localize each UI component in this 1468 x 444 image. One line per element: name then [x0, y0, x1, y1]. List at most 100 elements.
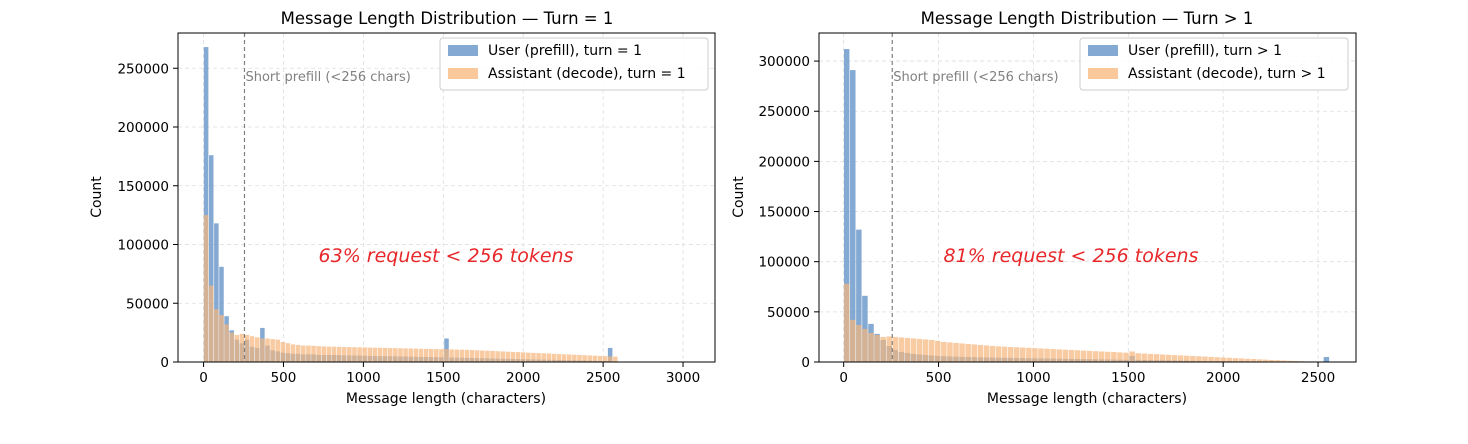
bar-assistant [1171, 355, 1178, 362]
bar-assistant [449, 349, 454, 362]
bar-assistant [1080, 350, 1087, 362]
bar-assistant [423, 348, 429, 362]
bar-user [843, 49, 850, 363]
bar-assistant [1111, 352, 1117, 362]
bar-user [1323, 356, 1330, 362]
y-axis-label: Count [731, 176, 747, 218]
x-tick-label: 2500 [1301, 370, 1335, 386]
bar-assistant [536, 353, 541, 362]
bar-assistant [352, 347, 357, 362]
bar-assistant [1007, 346, 1014, 362]
bars [843, 49, 1336, 363]
bar-assistant [301, 345, 306, 362]
bar-assistant [556, 354, 562, 362]
bar-assistant [592, 355, 598, 362]
bar-user [214, 223, 219, 362]
bar-assistant [886, 336, 892, 362]
legend-label-user: User (prefill), turn = 1 [488, 43, 642, 59]
bar-assistant [1196, 356, 1202, 362]
axes-frame [818, 32, 1357, 363]
bar-assistant [1032, 348, 1038, 362]
bar-assistant [454, 349, 459, 362]
bar-assistant [1020, 347, 1026, 362]
bar-assistant [1129, 351, 1135, 362]
bar-assistant [336, 346, 342, 362]
chart-title: Message Length Distribution — Turn > 1 [921, 9, 1254, 28]
bar-assistant [285, 343, 291, 362]
legend-swatch-user [448, 45, 478, 56]
bar-user [607, 347, 613, 362]
bar-assistant [1226, 357, 1232, 362]
y-tick-label: 200000 [117, 120, 169, 136]
bar-assistant [382, 347, 388, 362]
bar-assistant [500, 351, 506, 362]
bar-assistant [526, 352, 531, 362]
bar-assistant [306, 345, 311, 362]
bar-assistant [1208, 356, 1214, 362]
bar-assistant [214, 309, 219, 362]
bar-assistant [947, 342, 953, 362]
x-tick-label: 500 [926, 370, 952, 386]
legend-swatch-user [1088, 45, 1118, 56]
bar-assistant [1074, 350, 1081, 362]
bar-assistant [377, 347, 383, 362]
bar-assistant [495, 351, 500, 362]
bar-assistant [1001, 346, 1008, 362]
bar-assistant [326, 346, 332, 362]
y-tick-label: 250000 [117, 61, 169, 77]
y-tick-label: 100000 [117, 238, 169, 254]
chart-turn-gt-1: Message Length Distribution — Turn > 1 S… [731, 9, 1357, 407]
bar-user [208, 155, 214, 362]
bar-assistant [1190, 355, 1196, 362]
bar-assistant [1220, 357, 1226, 362]
bar-assistant [474, 350, 480, 362]
bar-assistant [1044, 348, 1050, 362]
bar-assistant [582, 355, 587, 362]
bar-assistant [347, 347, 352, 362]
bar-assistant [229, 332, 234, 362]
x-tick-label: 1000 [346, 370, 380, 386]
bar-assistant [469, 350, 475, 362]
y-tick-label: 100000 [758, 255, 810, 271]
bar-assistant [566, 354, 572, 362]
bar-assistant [995, 346, 1002, 362]
grid [819, 33, 1356, 363]
bar-assistant [459, 349, 465, 362]
bar-assistant [428, 348, 434, 362]
y-tick-label: 150000 [117, 179, 169, 195]
legend-swatch-assistant [448, 68, 478, 79]
legend: User (prefill), turn = 1 Assistant (deco… [439, 37, 709, 91]
bar-assistant [1250, 358, 1257, 362]
x-tick-label: 1500 [1111, 370, 1145, 386]
bar-assistant [910, 338, 917, 362]
y-tick-label: 250000 [758, 104, 810, 120]
x-tick-label: 0 [199, 370, 208, 386]
bar-assistant [1165, 354, 1172, 362]
bar-assistant [357, 347, 362, 362]
x-axis: 0 500 1000 1500 2000 2500 [839, 362, 1335, 386]
bar-assistant [1159, 354, 1166, 362]
bar-assistant [490, 350, 495, 362]
bar-assistant [311, 345, 316, 362]
bar-assistant [418, 348, 424, 362]
bar-assistant [1068, 349, 1075, 362]
bar-assistant [485, 350, 490, 362]
bar-assistant [321, 346, 327, 362]
chart-title: Message Length Distribution — Turn = 1 [281, 9, 614, 28]
bar-assistant [403, 348, 408, 362]
bar-assistant [255, 337, 260, 362]
bar-assistant [280, 342, 286, 362]
y-axis: 0 50000 100000 150000 200000 250000 300000 [758, 54, 819, 371]
bar-assistant [1141, 353, 1147, 362]
reference-line-label: Short prefill (<256 chars) [893, 70, 1058, 85]
bar-assistant [224, 324, 229, 362]
bar-assistant [862, 328, 868, 362]
y-tick-label: 150000 [758, 205, 810, 221]
annotation: 81% request < 256 tokens [944, 245, 1199, 267]
x-tick-label: 3000 [666, 370, 700, 386]
bar-assistant [1262, 359, 1269, 362]
bar-assistant [1232, 358, 1239, 362]
bar-assistant [249, 336, 255, 362]
bar-assistant [904, 337, 911, 362]
